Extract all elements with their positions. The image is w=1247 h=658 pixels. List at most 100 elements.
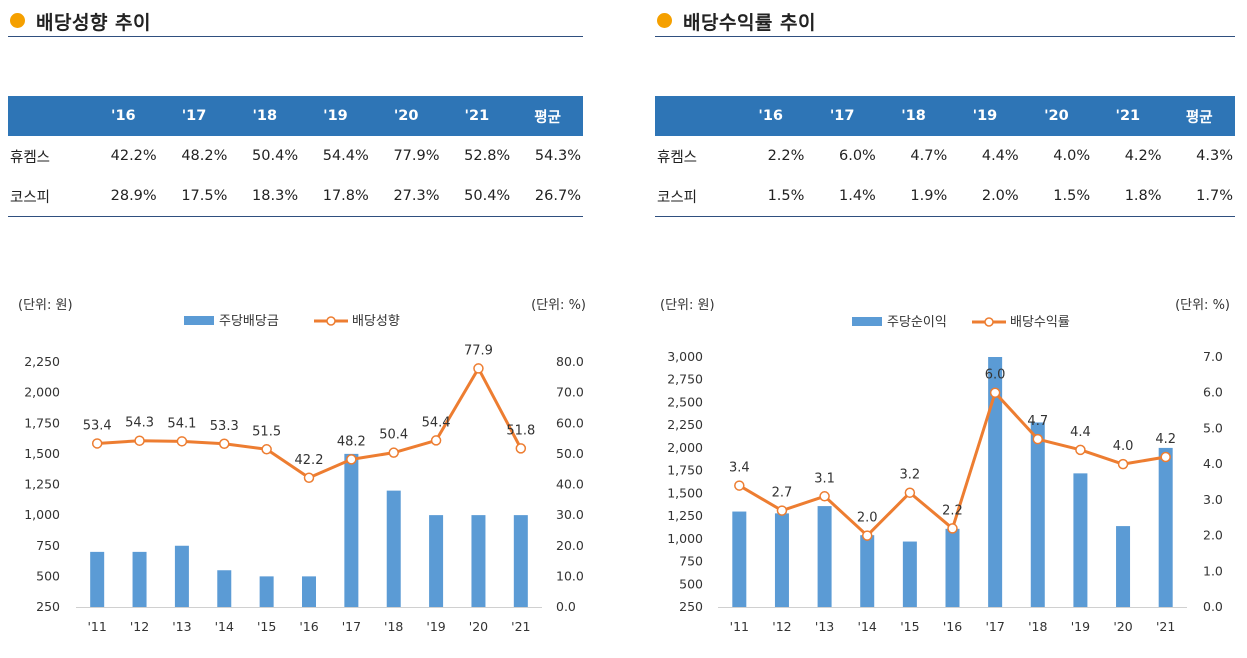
- data-label: 51.5: [252, 424, 281, 439]
- bar: [471, 515, 486, 607]
- bar: [945, 528, 960, 607]
- line-point: [176, 436, 188, 447]
- section-title: 배당수익률 추이: [683, 12, 816, 34]
- bar: [132, 551, 147, 607]
- table-header-cell: [655, 96, 735, 136]
- data-label: 3.2: [900, 468, 921, 483]
- bar: [817, 506, 832, 607]
- right-tick-label: 3.0: [1203, 492, 1223, 507]
- right-tick-label: 20.0: [556, 538, 584, 553]
- row-label: 코스피: [8, 176, 88, 217]
- bar: [217, 570, 232, 607]
- legend-label: 배당성향: [352, 314, 400, 329]
- table-header-cell: '17: [806, 96, 878, 136]
- left-tick-label: 250: [679, 599, 703, 614]
- left-tick-label: 1,500: [24, 446, 60, 461]
- x-tick-label: '21: [511, 619, 530, 634]
- table-cell: 50.4%: [252, 148, 299, 164]
- table-cell: 1.5%: [1020, 176, 1093, 217]
- row-label: 휴켐스: [10, 149, 51, 166]
- line-point: [219, 438, 230, 450]
- right-tick-label: 4.0: [1203, 456, 1223, 471]
- table-cell: 4.4%: [981, 148, 1019, 164]
- x-tick-label: '16: [299, 619, 318, 634]
- data-label: 2.7: [772, 486, 793, 501]
- section-header: 배당성향 추이: [8, 6, 583, 37]
- legend-label: 주당배당금: [219, 314, 279, 329]
- right-tick-label: 30.0: [556, 507, 584, 522]
- table-cell: 48.2%: [181, 148, 228, 164]
- table-header-cell: '18: [877, 96, 950, 136]
- right-axis-unit: (단위: %): [1175, 298, 1230, 313]
- line-point: [819, 491, 830, 502]
- left-tick-label: 750: [679, 554, 703, 569]
- table-header-cell: '20: [370, 96, 442, 136]
- line-point: [91, 438, 103, 449]
- data-label: 42.2: [295, 453, 324, 468]
- data-label: 2.2: [942, 503, 963, 518]
- table-cell: 4.7%: [910, 148, 948, 164]
- x-tick-label: '20: [1113, 619, 1132, 634]
- data-label: 4.0: [1113, 439, 1134, 454]
- bar: [988, 357, 1003, 607]
- table-header-cell: '17: [158, 96, 230, 136]
- table-cell: 27.3%: [370, 176, 442, 217]
- table-row: 코스피 28.9% 17.5% 18.3% 17.8% 27.3% 50.4% …: [8, 176, 583, 217]
- table-cell: 2.2%: [767, 148, 805, 164]
- bar: [1030, 422, 1045, 607]
- data-label: 4.7: [1027, 414, 1048, 429]
- right-tick-label: 1.0: [1203, 563, 1223, 578]
- table-cell: 17.5%: [158, 176, 230, 217]
- table-header-cell: '21: [1092, 96, 1164, 136]
- x-tick-label: '11: [88, 619, 107, 634]
- data-label: 54.4: [422, 415, 451, 430]
- bar: [344, 453, 359, 607]
- left-tick-label: 1,750: [24, 415, 60, 430]
- right-tick-label: 70.0: [556, 385, 584, 400]
- row-label: 코스피: [655, 176, 735, 217]
- table-cell: 4.3%: [1196, 148, 1233, 164]
- line-point: [261, 444, 272, 455]
- table-cell: 1.9%: [877, 176, 950, 217]
- table-header-cell: '16: [735, 96, 807, 136]
- bar: [1116, 526, 1131, 607]
- data-label: 4.4: [1070, 425, 1091, 440]
- bar: [774, 513, 789, 607]
- line-point: [1075, 444, 1086, 456]
- data-label: 3.4: [729, 461, 750, 476]
- legend-label: 배당수익률: [1010, 315, 1070, 330]
- data-label: 48.2: [337, 434, 366, 449]
- table-cell: 2.0%: [949, 176, 1021, 217]
- line-point: [904, 487, 916, 498]
- data-label: 51.8: [506, 423, 535, 438]
- right-tick-label: 2.0: [1203, 528, 1223, 543]
- x-tick-label: '12: [130, 619, 149, 634]
- left-axis-unit: (단위: 원): [18, 298, 73, 313]
- line-point: [861, 530, 873, 541]
- right-tick-label: 60.0: [556, 415, 584, 430]
- bar: [90, 551, 105, 607]
- table-header-cell: '19: [300, 96, 371, 136]
- line-point: [388, 447, 399, 458]
- table-header-cell: '20: [1020, 96, 1093, 136]
- line-point: [776, 505, 788, 516]
- table-cell: 4.2%: [1124, 148, 1162, 164]
- x-tick-label: '13: [172, 619, 191, 634]
- left-tick-label: 2,250: [667, 417, 703, 432]
- line-point: [947, 523, 958, 534]
- x-tick-label: '15: [257, 619, 276, 634]
- bar: [429, 515, 444, 607]
- data-label: 2.0: [857, 511, 878, 526]
- bar: [174, 545, 189, 607]
- section-header: 배당수익률 추이: [655, 6, 1235, 37]
- left-tick-label: 1,250: [667, 508, 703, 523]
- left-tick-label: 500: [679, 576, 703, 591]
- bar: [386, 490, 401, 607]
- data-label: 53.4: [83, 418, 112, 433]
- x-tick-label: '20: [469, 619, 488, 634]
- right-tick-label: 0.0: [556, 599, 576, 614]
- bar: [513, 515, 528, 607]
- right-tick-label: 5.0: [1203, 420, 1223, 435]
- left-tick-label: 2,000: [667, 440, 703, 455]
- data-label: 53.3: [210, 419, 239, 434]
